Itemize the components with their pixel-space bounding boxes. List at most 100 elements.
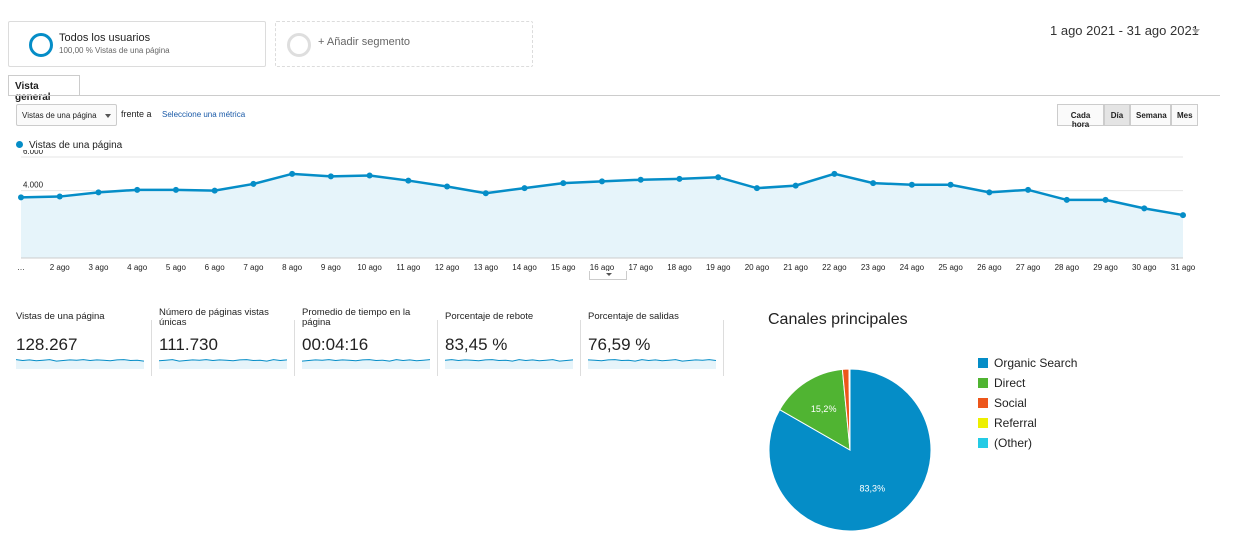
sparkline-area — [159, 359, 287, 369]
scorecard[interactable]: Promedio de tiempo en la página 00:04:16 — [301, 308, 432, 376]
sparkline — [587, 359, 717, 369]
data-point[interactable] — [172, 186, 179, 193]
x-tick-label: 9 ago — [321, 263, 342, 272]
add-segment-label: + Añadir segmento — [318, 36, 411, 48]
segment-all-users[interactable]: Todos los usuarios 100,00 % Vistas de un… — [8, 21, 266, 67]
data-point[interactable] — [1025, 186, 1032, 193]
x-tick-label: 2 ago — [50, 263, 71, 272]
x-tick-label: 21 ago — [783, 263, 808, 272]
legend-swatch-icon — [978, 438, 988, 448]
x-tick-label: 28 ago — [1055, 263, 1080, 272]
scorecard-divider — [580, 320, 581, 376]
scorecard[interactable]: Porcentaje de rebote 83,45 % — [444, 308, 575, 376]
legend-item[interactable]: Social — [978, 396, 1077, 416]
data-point[interactable] — [18, 194, 24, 201]
x-tick-label: 25 ago — [938, 263, 963, 272]
scorecard-value: 111.730 — [159, 335, 218, 354]
sparkline — [444, 359, 574, 369]
sparkline-area — [16, 359, 144, 369]
x-tick-label: 29 ago — [1093, 263, 1118, 272]
add-segment-button[interactable]: + Añadir segmento — [275, 21, 533, 67]
granularity-week-button[interactable]: Semana — [1130, 104, 1171, 126]
tab-divider — [8, 95, 1220, 96]
chevron-down-icon[interactable] — [1192, 29, 1200, 34]
versus-label: frente a — [121, 109, 152, 119]
data-point[interactable] — [560, 180, 567, 187]
granularity-day-button[interactable]: Día — [1104, 104, 1130, 126]
x-tick-label: 18 ago — [667, 263, 692, 272]
data-point[interactable] — [134, 186, 141, 193]
sparkline — [15, 359, 145, 369]
sparkline-line — [301, 359, 431, 362]
data-point[interactable] — [1141, 205, 1148, 212]
granularity-month-button[interactable]: Mes — [1171, 104, 1198, 126]
sparkline — [158, 359, 288, 369]
scorecard-divider — [294, 320, 295, 376]
segment-ring-icon — [29, 33, 53, 57]
x-tick-label: 7 ago — [243, 263, 264, 272]
metric-select[interactable]: Vistas de una página — [16, 104, 117, 126]
data-point[interactable] — [211, 187, 218, 194]
scorecard-divider — [723, 320, 724, 376]
pie-slice-label: 15,2% — [811, 404, 837, 414]
scorecard[interactable]: Vistas de una página 128.267 — [15, 308, 146, 376]
data-point[interactable] — [1063, 196, 1070, 203]
data-point[interactable] — [599, 178, 605, 185]
date-range-picker[interactable]: 1 ago 2021 - 31 ago 2021 — [1050, 23, 1199, 38]
scorecard-value: 76,59 % — [588, 335, 651, 354]
legend-item[interactable]: (Other) — [978, 436, 1077, 456]
data-point[interactable] — [366, 172, 373, 179]
scorecard-value: 00:04:16 — [302, 335, 369, 354]
data-point[interactable] — [986, 189, 993, 196]
x-tick-label: 23 ago — [861, 263, 886, 272]
pie-slice-other[interactable] — [848, 368, 851, 451]
segment-subtitle: 100,00 % Vistas de una página — [59, 46, 170, 55]
legend-swatch-icon — [978, 378, 988, 388]
data-point[interactable] — [715, 174, 722, 181]
data-point[interactable] — [1102, 196, 1109, 203]
x-tick-label: … — [17, 263, 25, 272]
series-area — [21, 173, 1183, 258]
sparkline — [301, 359, 431, 369]
data-point[interactable] — [521, 185, 528, 192]
data-point[interactable] — [289, 170, 296, 177]
tab-overview[interactable]: Vista general — [8, 75, 80, 103]
data-point[interactable] — [1180, 212, 1186, 219]
data-point[interactable] — [327, 173, 334, 180]
legend-item[interactable]: Direct — [978, 376, 1077, 396]
sparkline-line — [158, 359, 288, 362]
data-point[interactable] — [95, 189, 102, 196]
channels-pie-chart[interactable]: 83,3% 15,2% — [760, 360, 940, 540]
chart-legend: Vistas de una página — [16, 140, 122, 151]
data-point[interactable] — [870, 180, 877, 187]
x-tick-label: 3 ago — [88, 263, 109, 272]
data-point[interactable] — [637, 176, 644, 183]
chart-expand-toggle[interactable] — [589, 271, 627, 280]
data-point[interactable] — [56, 193, 63, 200]
select-metric-link[interactable]: Seleccione una métrica — [162, 110, 246, 119]
scorecard-divider — [437, 320, 438, 376]
x-tick-label: 20 ago — [745, 263, 770, 272]
pie-slice-direct[interactable] — [779, 368, 851, 451]
legend-swatch-icon — [978, 358, 988, 368]
data-point[interactable] — [250, 180, 257, 187]
sparkline-area — [588, 359, 716, 369]
scorecard[interactable]: Número de páginas vistas únicas 111.730 — [158, 308, 289, 376]
legend-item[interactable]: Organic Search — [978, 356, 1077, 376]
legend-item[interactable]: Referral — [978, 416, 1077, 436]
data-point[interactable] — [792, 182, 799, 189]
data-point[interactable] — [831, 170, 838, 177]
x-tick-label: 31 ago — [1171, 263, 1196, 272]
data-point[interactable] — [405, 177, 412, 184]
scorecard[interactable]: Porcentaje de salidas 76,59 % — [587, 308, 718, 376]
sparkline-area — [445, 359, 573, 369]
data-point[interactable] — [753, 185, 760, 192]
granularity-hourly-button[interactable]: Cada hora — [1057, 104, 1104, 129]
x-tick-label: 24 ago — [900, 263, 925, 272]
data-point[interactable] — [444, 183, 451, 190]
data-point[interactable] — [482, 190, 489, 197]
data-point[interactable] — [947, 181, 954, 188]
data-point[interactable] — [676, 175, 683, 182]
data-point[interactable] — [908, 181, 915, 188]
